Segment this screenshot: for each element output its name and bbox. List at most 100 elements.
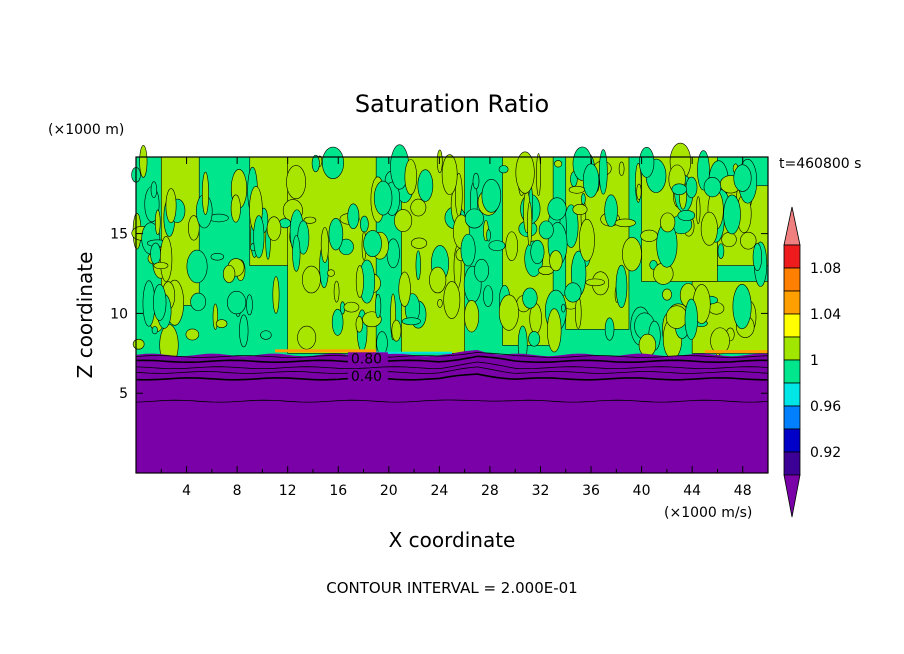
patch-blob [498,294,519,331]
patch-blob [538,265,554,275]
patch-blob [640,229,658,242]
patch-blob [572,204,588,215]
contour-line [135,361,769,370]
patch-blob [201,171,209,215]
patch-blob [260,330,272,340]
patch-blob [662,288,672,301]
patch-blob [568,185,585,194]
x-tick-label: 4 [182,483,191,499]
patch-blob [253,215,265,259]
x-tick-label: 12 [279,483,297,499]
patch-blob [165,188,177,224]
patch-blob [272,276,280,314]
colorbar-bottom-triangle [783,474,801,518]
patch-blob [732,284,752,330]
patch-blob [585,278,605,287]
patch-blob [575,296,582,329]
patch-blob [246,294,253,316]
patch-blob [391,319,402,342]
patch-blob [188,215,200,241]
patch-blob [347,203,360,230]
patch-blob [671,183,687,196]
patch-blob [717,243,725,259]
patch-blob [226,290,247,315]
colorbar-segment [783,451,801,476]
patch-blob [322,146,344,179]
patch-blob [549,250,563,272]
patch-blob [410,198,427,217]
patch-blob [460,233,476,267]
colorbar-label: 1.04 [810,307,841,323]
patch-blob [374,293,382,319]
x-tick-label: 16 [329,483,347,499]
patch-blob [185,328,200,341]
y-axis-label: Z coordinate [73,252,97,379]
colorbar-segment [783,313,801,338]
patch-blob [328,218,344,251]
patch-blob [486,229,491,242]
patch-blob [703,177,722,198]
patch-blob [386,238,400,269]
patch-blob [239,314,249,348]
patch-blob [153,262,169,270]
y-tick-label: 5 [119,386,128,402]
colorbar-segment [783,267,801,292]
patch-blob [441,154,458,195]
patch-blob [398,271,411,307]
patch-blob [488,240,506,252]
patch-blob [665,305,688,329]
contour-line [135,399,769,403]
patch-blob [474,258,489,283]
patch-blob [437,298,443,308]
patch-blob [404,159,417,195]
patch-blob [151,326,158,335]
patch-blob [515,151,535,194]
x-axis-label: X coordinate [389,528,516,552]
patch-blob [320,227,329,263]
patch-blob [522,287,538,309]
dry-layer [136,349,768,473]
patch-blob [327,269,335,277]
x-tick-label: 28 [481,483,499,499]
y-tick-label: 10 [110,306,128,322]
x-tick-label: 8 [233,483,242,499]
patch-blob [684,298,698,340]
contour-label-1: 0.40 [351,369,382,385]
y-tick-group: 5 10 15 [110,227,768,402]
contour-line [135,366,769,374]
patch-blob [150,181,158,198]
cool-band [376,351,452,354]
patch-blob [483,285,494,307]
chart-title: Saturation Ratio [355,90,549,118]
patch-blob [333,280,340,303]
warm-band [704,350,768,354]
patch-blob [215,319,228,329]
patch-blob [547,308,562,353]
plot-frame [135,156,769,474]
patch-blob [528,331,541,347]
patch-blob [638,333,657,357]
patch-blob [159,236,173,282]
patch-blob [230,194,241,223]
patch-blob [464,208,484,229]
y-unit-label: (×1000 m) [48,122,124,138]
patch-blob [190,292,207,311]
contour-label-bg [347,369,388,383]
patch-blob [394,209,413,232]
colorbar-label: 1 [810,353,819,369]
warm-band [275,349,377,353]
patch-blob [292,235,301,272]
patch-blob [505,231,519,261]
patch-blob [266,216,282,241]
colorbar-label: 0.92 [810,445,841,461]
x-tick-label: 20 [380,483,398,499]
contour-label-0: 0.80 [351,351,382,367]
patch-blob [311,154,320,173]
contour-line [135,373,768,381]
contour-label-group: 0.80 0.40 [347,351,388,385]
patch-blob [154,209,161,235]
patch-blob [401,317,421,326]
x-tick-label: 32 [532,483,550,499]
colorbar-segment [783,244,801,269]
